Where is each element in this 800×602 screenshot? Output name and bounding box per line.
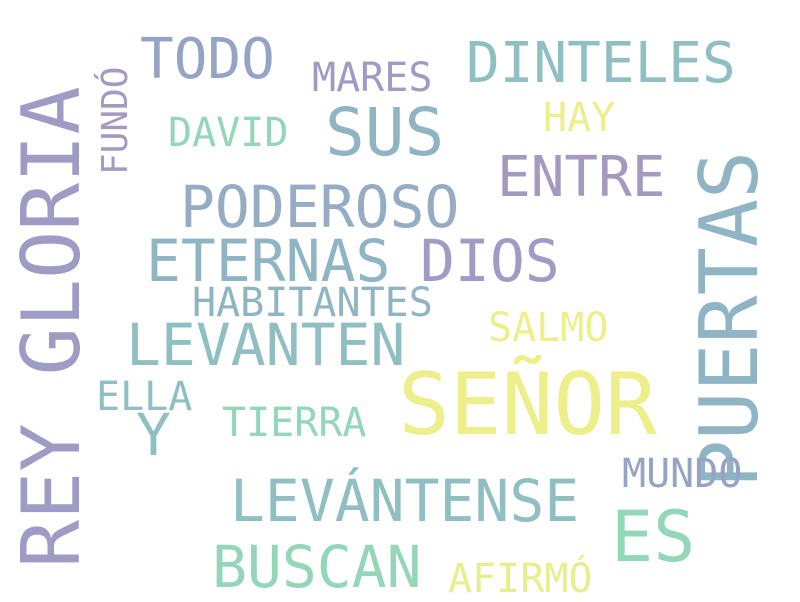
word-fundo: FUNDÓ (95, 66, 136, 175)
word-rey-gloria: REY GLORIA (5, 86, 98, 568)
word-afirmo: AFIRMÓ (448, 556, 593, 602)
word-puertas: PUERTAS (683, 150, 776, 488)
word-dios: DIOS (420, 227, 560, 295)
word-y: Y (136, 401, 171, 469)
word-mares: MARES (312, 55, 433, 101)
word-entre: ENTRE (497, 145, 666, 210)
word-mundo: MUNDO (622, 451, 743, 497)
word-buscan: BUSCAN (212, 533, 422, 601)
word-ella: ELLA (96, 374, 193, 420)
word-senor: SEÑOR (398, 355, 657, 455)
word-es: ES (611, 496, 696, 578)
word-eternas: ETERNAS (146, 227, 391, 295)
word-hay: HAY (543, 95, 616, 141)
word-todo: TODO (140, 27, 275, 92)
word-tierra: TIERRA (222, 400, 367, 446)
word-habitantes: HABITANTES (192, 280, 433, 326)
word-dinteles: DINTELES (466, 31, 736, 96)
word-sus: SUS (325, 94, 445, 171)
word-levanten: LEVANTEN (126, 311, 406, 379)
word-poderoso: PODEROSO (180, 173, 460, 241)
word-salmo: SALMO (488, 305, 609, 351)
word-david: DAVID (168, 110, 289, 156)
word-levantense: LEVÁNTENSE (230, 467, 580, 535)
